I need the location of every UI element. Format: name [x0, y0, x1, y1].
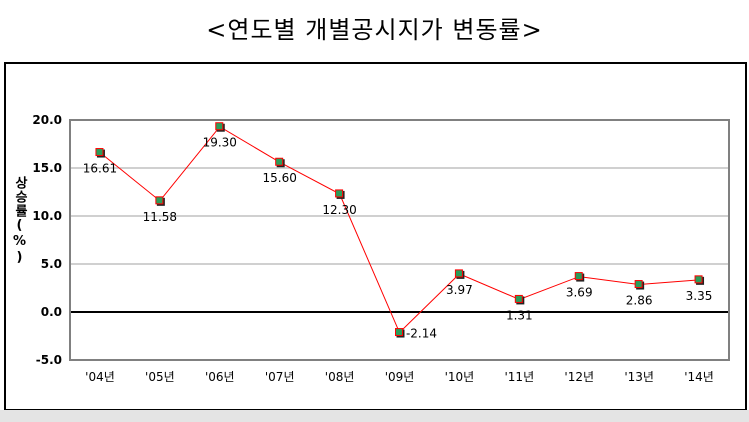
data-label: 1.31: [506, 308, 533, 322]
data-label: 2.86: [626, 294, 653, 308]
data-point: [215, 122, 224, 131]
data-label: 12.30: [322, 203, 356, 217]
data-point: [514, 294, 523, 303]
data-point: [155, 196, 164, 205]
data-point: [95, 148, 104, 157]
x-tick-label: '06년: [205, 370, 235, 384]
plot-area: [69, 119, 730, 361]
y-tick-label: 0.0: [41, 305, 62, 319]
data-point: [335, 189, 344, 198]
y-axis-label: 상승률(%): [12, 176, 27, 266]
data-point: [694, 275, 703, 284]
x-tick-label: '11년: [505, 370, 535, 384]
data-point: [574, 272, 583, 281]
data-point: [634, 280, 643, 289]
data-point: [454, 269, 463, 278]
x-tick-label: '09년: [385, 370, 415, 384]
x-tick-label: '10년: [445, 370, 475, 384]
x-tick-label: '07년: [265, 370, 295, 384]
data-label: 3.97: [446, 283, 473, 297]
y-tick-label: 20.0: [32, 113, 62, 127]
x-tick-label: '05년: [145, 370, 175, 384]
data-label: 15.60: [263, 171, 297, 185]
chart-title: <연도별 개별공시지가 변동률>: [206, 16, 543, 44]
y-tick-label: 5.0: [41, 257, 62, 271]
data-label: -2.14: [406, 327, 437, 341]
data-label: 16.61: [83, 162, 117, 176]
x-tick-label: '04년: [85, 370, 115, 384]
x-tick-label: '13년: [624, 370, 654, 384]
data-point: [395, 328, 403, 337]
bottom-strip: [0, 410, 749, 422]
x-tick-label: '08년: [325, 370, 355, 384]
x-tick-label: '12년: [564, 370, 594, 384]
y-tick-label: 10.0: [32, 209, 62, 223]
series-line: [99, 126, 700, 334]
data-point: [275, 157, 284, 166]
x-tick-label: '14년: [684, 370, 714, 384]
data-label: 3.69: [566, 286, 593, 300]
data-label: 3.35: [686, 289, 713, 303]
data-label: 19.30: [203, 136, 237, 150]
y-tick-label: -5.0: [36, 353, 62, 367]
data-label: 11.58: [143, 210, 177, 224]
y-tick-label: 15.0: [32, 161, 62, 175]
